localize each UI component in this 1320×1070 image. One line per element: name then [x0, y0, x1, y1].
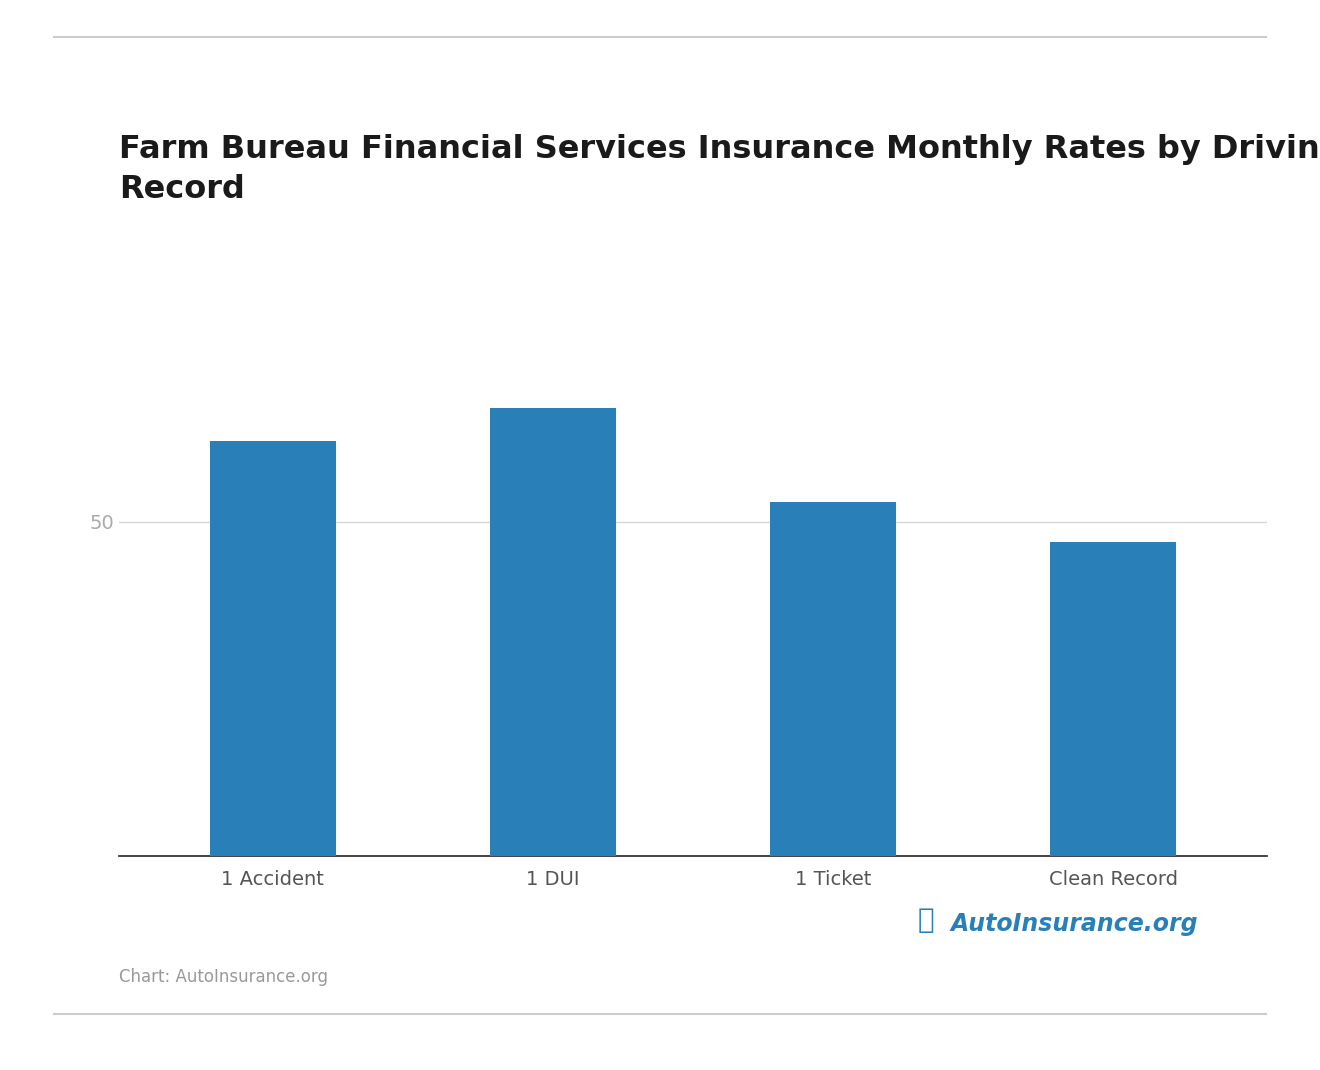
Bar: [1051, 541, 1176, 856]
Text: Chart: AutoInsurance.org: Chart: AutoInsurance.org: [119, 968, 327, 987]
Bar: [210, 441, 335, 856]
Text: ⓐ: ⓐ: [917, 906, 935, 934]
Text: Farm Bureau Financial Services Insurance Monthly Rates by Driving
Record: Farm Bureau Financial Services Insurance…: [119, 134, 1320, 205]
Text: AutoInsurance.org: AutoInsurance.org: [950, 912, 1199, 935]
Bar: [490, 408, 616, 856]
Bar: [770, 502, 896, 856]
